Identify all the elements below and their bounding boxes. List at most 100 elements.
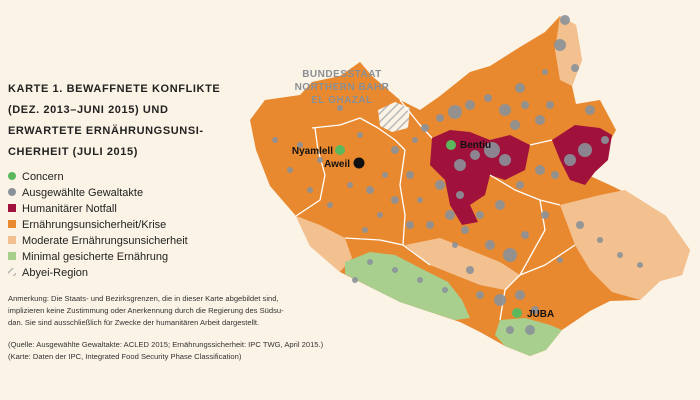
violence-dot — [307, 187, 313, 193]
violence-dot — [406, 171, 414, 179]
violence-dot — [465, 100, 475, 110]
legend-label: Humanitärer Notfall — [22, 203, 117, 215]
map-labels: BUNDESSTAAT NORTHERN BAHR EL GHAZAL Nyam… — [292, 69, 554, 320]
border — [499, 274, 521, 321]
legend-marker — [8, 268, 16, 276]
abyei — [378, 102, 410, 132]
violence-dots — [272, 15, 643, 335]
violence-dot — [456, 191, 464, 199]
violence-dot — [597, 237, 603, 243]
city-marker — [353, 157, 365, 169]
violence-dot — [406, 221, 414, 229]
note-line: implizieren keine Zustimmung oder Anerke… — [8, 306, 284, 315]
violence-dot — [515, 290, 525, 300]
violence-dot — [541, 211, 549, 219]
legend-marker — [8, 220, 16, 228]
moderate-west — [296, 216, 352, 272]
border — [399, 99, 433, 139]
violence-dot — [576, 221, 584, 229]
violence-dot — [442, 287, 448, 293]
violence-dot — [578, 143, 592, 157]
violence-dot — [357, 132, 363, 138]
place-label: Bentiu — [460, 140, 491, 151]
border — [311, 117, 406, 151]
title-line: CHERHEIT (JULI 2015) — [8, 146, 138, 158]
violence-dot — [327, 202, 333, 208]
violence-dot — [484, 94, 492, 102]
moderate-east — [560, 190, 690, 300]
violence-dot — [499, 154, 511, 166]
legend-marker — [8, 252, 16, 260]
violence-dot — [516, 181, 524, 189]
violence-dot — [476, 211, 484, 219]
violence-dot — [436, 114, 444, 122]
violence-dot — [560, 15, 570, 25]
place-label: Aweil — [324, 159, 350, 170]
violence-dot — [494, 294, 506, 306]
place-label: JUBA — [527, 309, 554, 320]
violence-dot — [617, 252, 623, 258]
state-label: NORTHERN BAHR — [295, 82, 390, 93]
violence-dot — [521, 231, 529, 239]
moderate-center — [405, 238, 520, 290]
legend: Concern Ausgewählte Gewaltakte Humanitär… — [8, 171, 188, 279]
title-line: KARTE 1. BEWAFFNETE KONFLIKTE — [8, 83, 220, 95]
violence-dot — [347, 182, 353, 188]
minimal-southwest — [345, 252, 470, 320]
violence-dot — [412, 137, 418, 143]
violence-dot — [637, 262, 643, 268]
violence-dot — [601, 136, 609, 144]
note-line: dan. Sie sind ausschließlich für Zwecke … — [8, 318, 259, 327]
violence-dot — [510, 120, 520, 130]
border — [489, 174, 561, 206]
violence-dot — [421, 124, 429, 132]
border — [295, 127, 326, 217]
violence-dot — [297, 142, 303, 148]
emergency-bentiu — [430, 130, 530, 225]
violence-dot — [466, 266, 474, 274]
violence-dot — [546, 101, 554, 109]
note-line: Anmerkung: Die Staats- und Bezirksgrenze… — [8, 294, 279, 303]
border — [529, 139, 553, 146]
notes: Anmerkung: Die Staats- und Bezirksgrenze… — [8, 294, 324, 361]
violence-dot — [367, 259, 373, 265]
violence-dot — [521, 101, 529, 109]
violence-dot — [515, 83, 525, 93]
violence-dot — [417, 197, 423, 203]
violence-dot — [525, 325, 535, 335]
violence-dot — [485, 240, 495, 250]
violence-dot — [531, 306, 539, 314]
violence-dot — [564, 154, 576, 166]
violence-dot — [495, 200, 505, 210]
violence-dot — [499, 104, 511, 116]
title-line: ERWARTETE ERNÄHRUNGSUNSI- — [8, 124, 204, 137]
violence-dot — [435, 180, 445, 190]
legend-marker — [8, 236, 16, 244]
legend-marker — [8, 172, 16, 180]
violence-dot — [377, 212, 383, 218]
legend-label: Concern — [22, 171, 64, 183]
violence-dot — [551, 171, 559, 179]
violence-dot — [470, 150, 480, 160]
violence-dot — [554, 39, 566, 51]
violence-dot — [557, 257, 563, 263]
violence-dot — [391, 196, 399, 204]
violence-dot — [476, 291, 484, 299]
concern-marker — [446, 140, 456, 150]
source-line: (Karte: Daten der IPC, Integrated Food S… — [8, 352, 242, 361]
state-label: BUNDESSTAAT — [302, 69, 382, 80]
violence-dot — [542, 69, 548, 75]
violence-dot — [426, 221, 434, 229]
violence-dot — [287, 167, 293, 173]
legend-marker — [8, 188, 16, 196]
violence-dot — [417, 277, 423, 283]
legend-label: Abyei-Region — [22, 267, 88, 279]
concern-marker — [335, 145, 345, 155]
border — [399, 149, 406, 246]
violence-dot — [352, 277, 358, 283]
violence-dot — [454, 159, 466, 171]
title: KARTE 1. BEWAFFNETE KONFLIKTE (DEZ. 2013… — [8, 83, 220, 158]
violence-dot — [484, 142, 500, 158]
place-label: Nyamlell — [292, 146, 333, 157]
